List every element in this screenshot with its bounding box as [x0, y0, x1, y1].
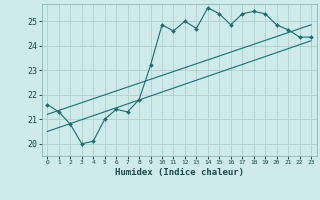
X-axis label: Humidex (Indice chaleur): Humidex (Indice chaleur) — [115, 168, 244, 177]
